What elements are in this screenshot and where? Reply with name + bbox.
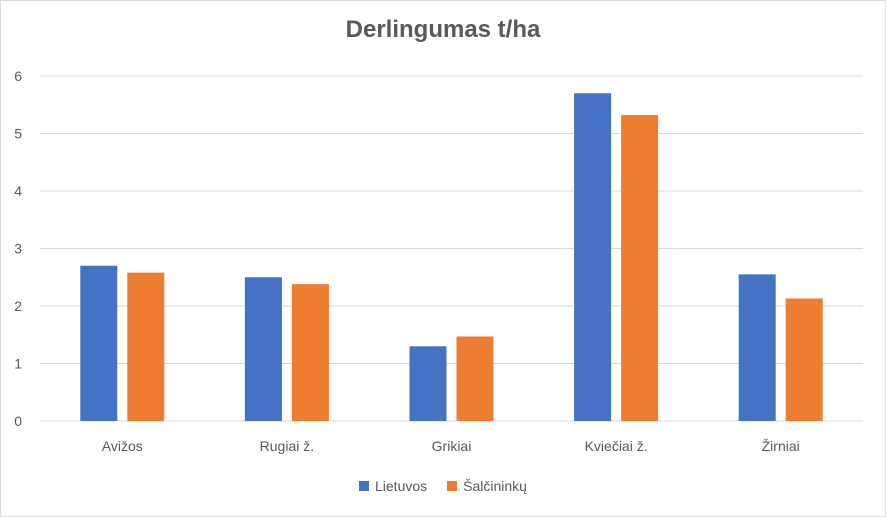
y-tick-label: 2 bbox=[14, 298, 22, 314]
legend-label-lietuvos: Lietuvos bbox=[375, 478, 428, 494]
y-tick-label: 4 bbox=[14, 183, 22, 199]
legend-swatch-salcininku bbox=[447, 481, 458, 491]
legend-label-salcininku: Šalčininkų bbox=[463, 478, 527, 494]
bar-lietuvos bbox=[80, 265, 118, 421]
x-tick-label: Rugiai ž. bbox=[260, 438, 314, 454]
bar-salcininku bbox=[456, 336, 494, 421]
x-tick-label: Grikiai bbox=[432, 438, 472, 454]
y-tick-label: 1 bbox=[14, 356, 22, 372]
x-tick-label: Avižos bbox=[102, 438, 143, 454]
x-tick-label: Žirniai bbox=[762, 438, 800, 454]
y-tick-label: 3 bbox=[14, 241, 22, 257]
bar-lietuvos bbox=[244, 277, 282, 421]
legend-item-salcininku: Šalčininkų bbox=[447, 478, 527, 494]
legend-item-lietuvos: Lietuvos bbox=[359, 478, 427, 494]
bar-lietuvos bbox=[574, 93, 612, 421]
bar-lietuvos bbox=[409, 346, 447, 421]
legend-swatch-lietuvos bbox=[359, 481, 369, 491]
bar-salcininku bbox=[291, 284, 329, 421]
y-tick-label: 0 bbox=[14, 413, 22, 429]
legend: Lietuvos Šalčininkų bbox=[0, 478, 886, 494]
bar-salcininku bbox=[127, 272, 165, 421]
y-tick-label: 6 bbox=[14, 68, 22, 84]
x-tick-label: Kviečiai ž. bbox=[585, 438, 648, 454]
bar-salcininku bbox=[621, 115, 659, 421]
bar-lietuvos bbox=[738, 274, 776, 421]
y-tick-label: 5 bbox=[14, 126, 22, 142]
chart-title: Derlingumas t/ha bbox=[345, 16, 541, 43]
bar-salcininku bbox=[785, 298, 823, 421]
